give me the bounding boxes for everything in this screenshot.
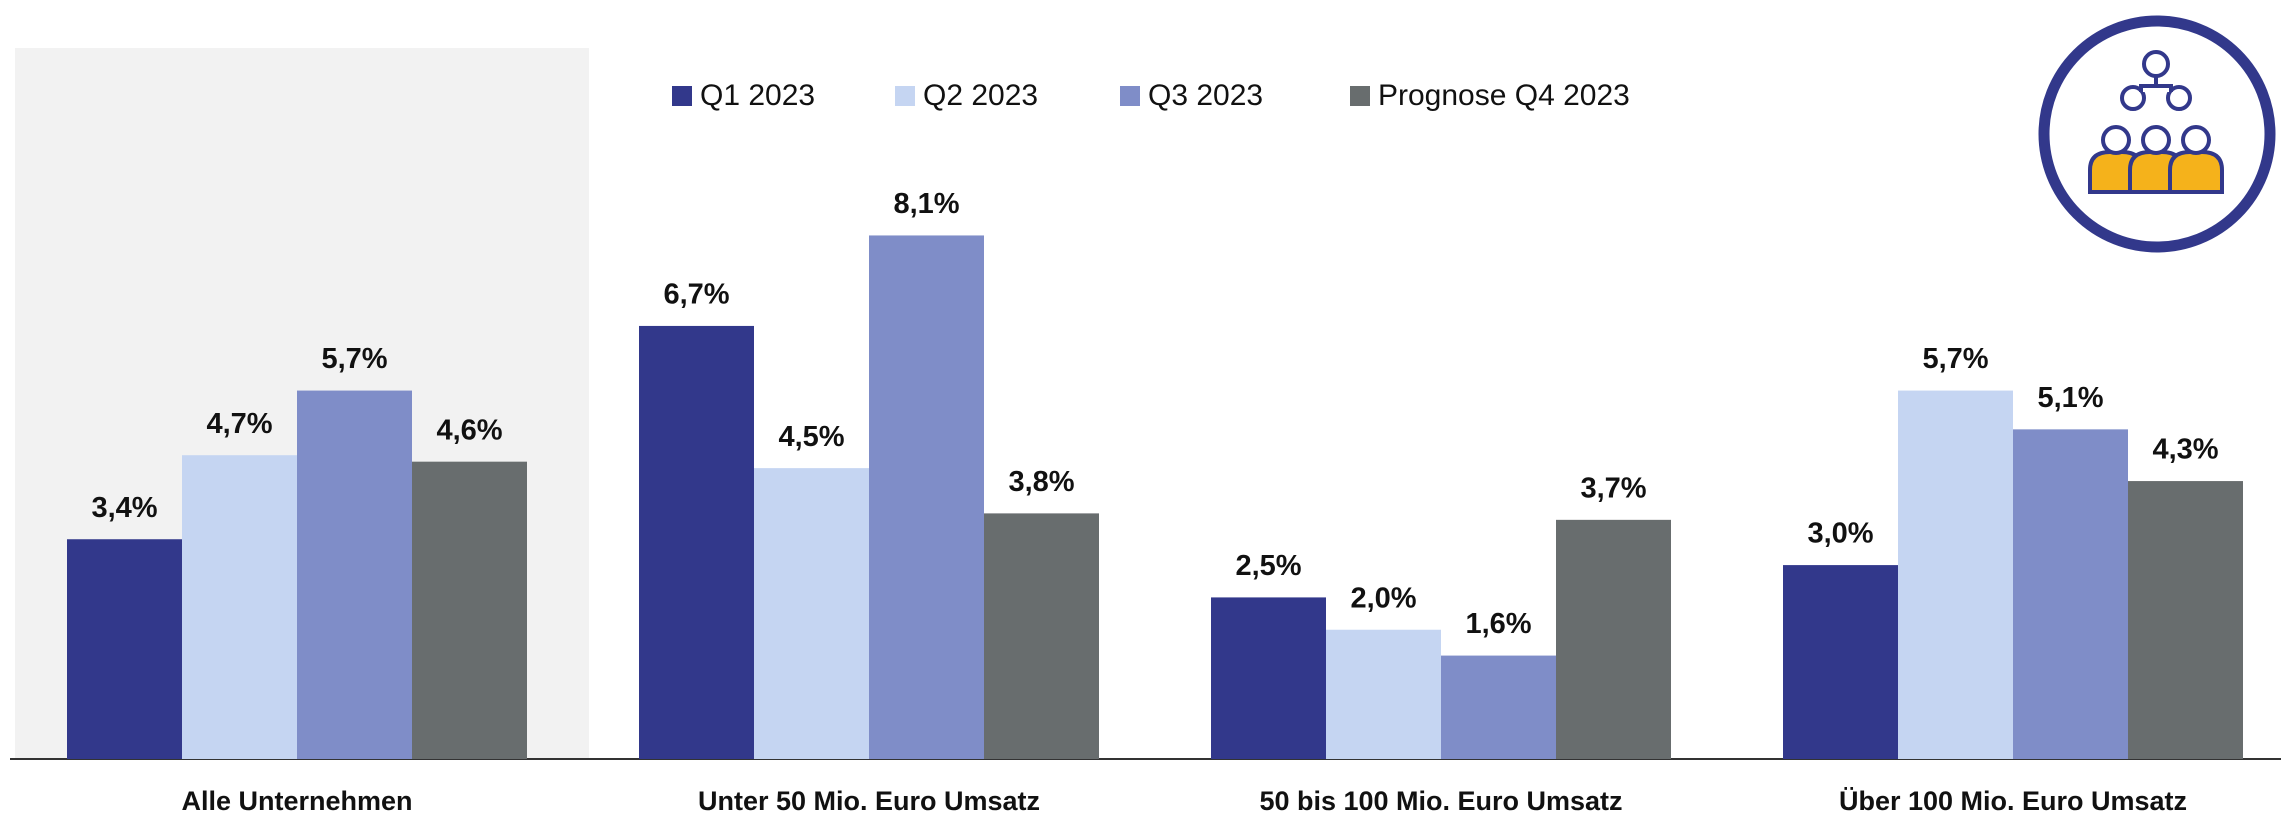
legend-label: Prognose Q4 2023 bbox=[1378, 79, 1630, 112]
value-label: 4,3% bbox=[2152, 434, 2218, 466]
value-label: 4,5% bbox=[778, 421, 844, 453]
bar bbox=[754, 468, 869, 759]
value-label: 6,7% bbox=[663, 279, 729, 311]
value-label: 2,5% bbox=[1235, 550, 1301, 582]
value-label: 8,1% bbox=[893, 188, 959, 220]
bar bbox=[1783, 565, 1898, 759]
legend-swatch bbox=[895, 86, 915, 106]
bar bbox=[412, 461, 527, 759]
bar bbox=[2013, 429, 2128, 759]
icon bbox=[2038, 15, 2276, 253]
x-tick-label: Unter 50 Mio. Euro Umsatz bbox=[698, 786, 1040, 816]
x-tick-label: Alle Unternehmen bbox=[181, 786, 412, 816]
bar bbox=[869, 235, 984, 760]
bar bbox=[67, 539, 182, 759]
bar bbox=[1326, 629, 1441, 759]
bar bbox=[639, 325, 754, 759]
bar bbox=[1211, 597, 1326, 759]
bar bbox=[984, 513, 1099, 759]
value-label: 3,7% bbox=[1580, 473, 1646, 505]
value-label: 3,0% bbox=[1807, 518, 1873, 550]
x-tick-label: Über 100 Mio. Euro Umsatz bbox=[1839, 786, 2187, 816]
x-tick-label: 50 bis 100 Mio. Euro Umsatz bbox=[1259, 786, 1622, 816]
legend-swatch bbox=[1120, 86, 1140, 106]
value-label: 4,6% bbox=[436, 414, 502, 446]
bar bbox=[1441, 655, 1556, 759]
legend-label: Q1 2023 bbox=[700, 79, 815, 112]
value-label: 5,7% bbox=[1922, 343, 1988, 375]
legend-label: Q2 2023 bbox=[923, 79, 1038, 112]
bar bbox=[1898, 390, 2013, 759]
value-label: 2,0% bbox=[1350, 582, 1416, 614]
value-label: 5,7% bbox=[321, 343, 387, 375]
bar bbox=[1556, 519, 1671, 759]
legend-swatch bbox=[1350, 86, 1370, 106]
value-label: 3,8% bbox=[1008, 466, 1074, 498]
bar bbox=[297, 390, 412, 759]
legend-label: Q3 2023 bbox=[1148, 79, 1263, 112]
value-label: 1,6% bbox=[1465, 608, 1531, 640]
bar bbox=[182, 455, 297, 759]
value-label: 4,7% bbox=[206, 408, 272, 440]
value-label: 3,4% bbox=[91, 492, 157, 524]
legend-swatch bbox=[672, 86, 692, 106]
value-label: 5,1% bbox=[2037, 382, 2103, 414]
bar bbox=[2128, 481, 2243, 759]
